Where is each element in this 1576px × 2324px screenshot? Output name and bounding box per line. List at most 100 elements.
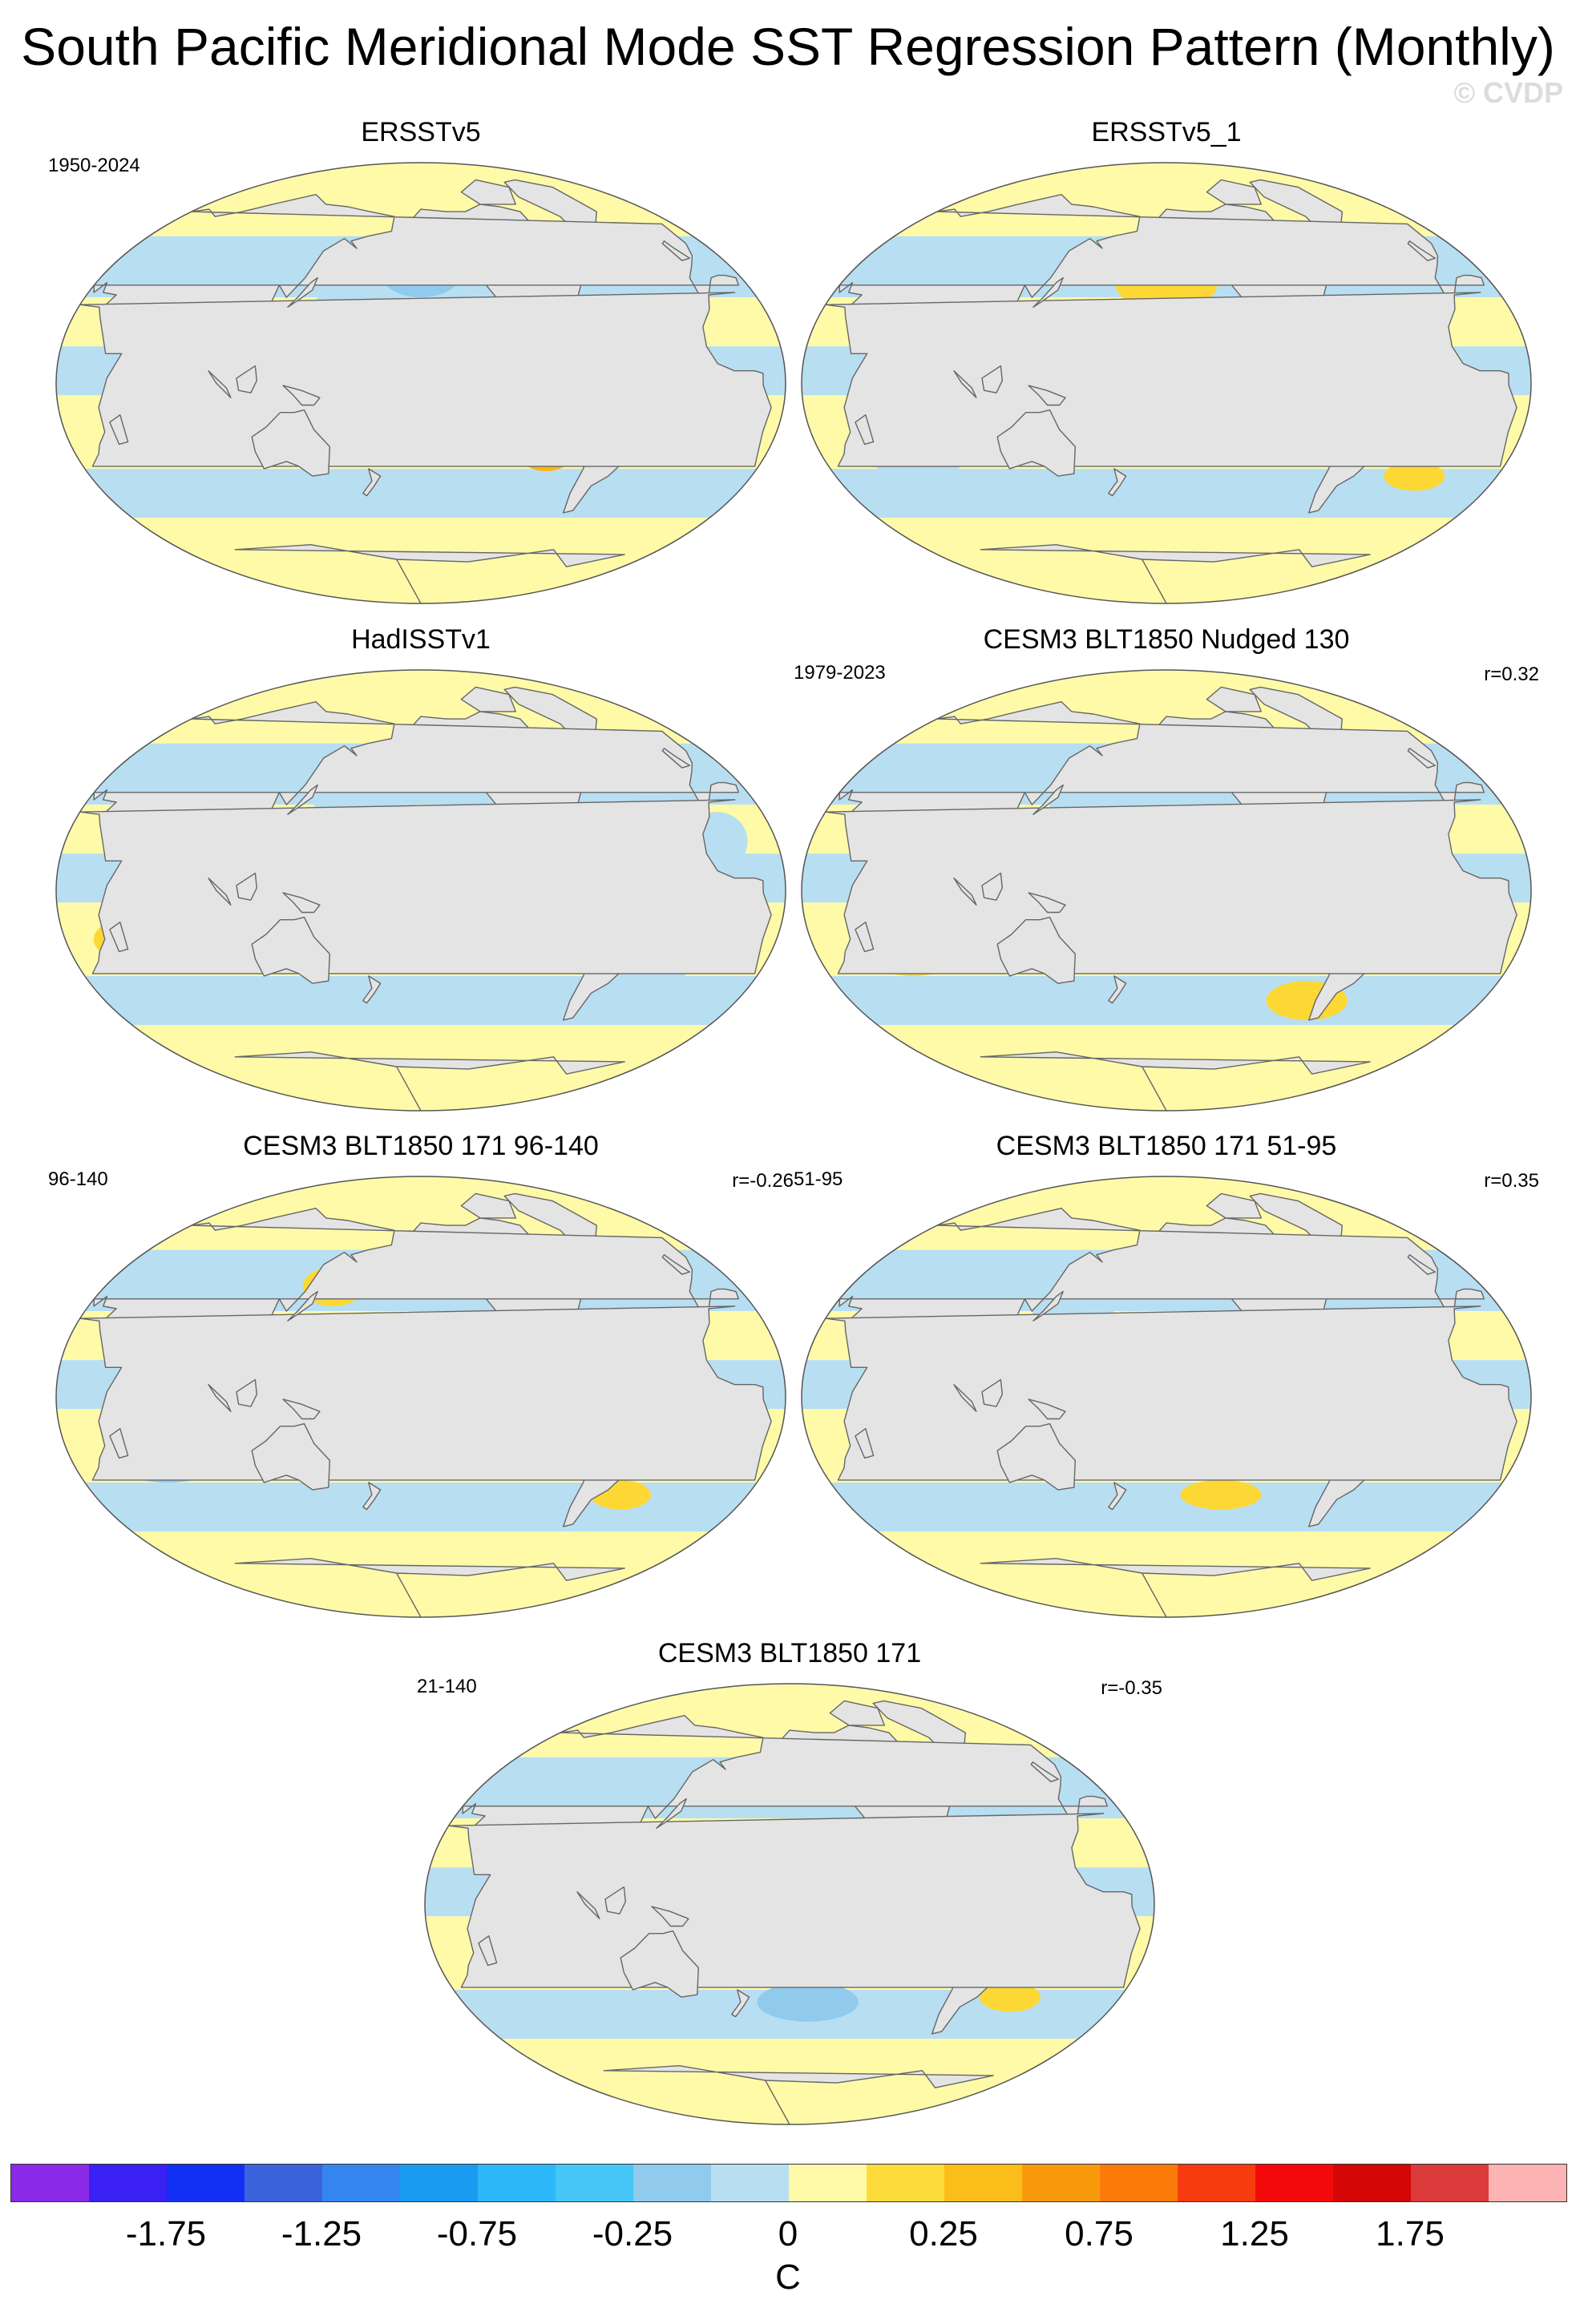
panel-title: HadISSTv1	[351, 624, 491, 655]
land-sumatra	[208, 1384, 232, 1412]
sst-map	[55, 669, 786, 1112]
map-panel-cesm3-nudged-130: CESM3 BLT1850 Nudged 130 1979-2023 r=0.3…	[794, 623, 1539, 1120]
land-new-zealand	[1108, 975, 1127, 1004]
colorbar-swatch	[1333, 2165, 1411, 2201]
land-uk	[661, 1254, 690, 1275]
sst-map	[801, 1176, 1532, 1618]
land-arctic-islands	[460, 179, 516, 205]
land-antarctica	[980, 544, 1371, 603]
sst-map	[55, 1176, 786, 1618]
map-border	[424, 1683, 1155, 2125]
land-new-guinea	[1028, 1398, 1066, 1420]
panel-title: ERSSTv5_1	[1091, 117, 1242, 147]
sst-map	[424, 1683, 1155, 2125]
land-new-guinea	[282, 1398, 321, 1420]
sst-map	[801, 162, 1532, 604]
land-borneo	[981, 872, 1003, 901]
land-antarctica	[234, 1558, 625, 1617]
map-panel-cesm3-171-96-140: CESM3 BLT1850 171 96-140 96-140 r=-0.26	[48, 1130, 794, 1627]
land-new-guinea	[651, 1906, 689, 1927]
land-borneo	[236, 1378, 257, 1407]
colorbar-swatch	[11, 2165, 89, 2201]
sst-anomaly-patch	[980, 1982, 1041, 2012]
colorbar-tick-label: -1.75	[125, 2214, 207, 2253]
land-japan	[1032, 784, 1064, 815]
land-africa	[825, 1305, 1517, 1481]
land-africa	[79, 292, 772, 467]
colorbar-tick-label: 1.75	[1376, 2214, 1445, 2253]
land-antarctica	[234, 544, 625, 603]
colorbar-tick-label: -0.75	[436, 2214, 518, 2253]
map-border	[55, 669, 786, 1112]
land-africa	[448, 1813, 1141, 1988]
land-sumatra	[953, 878, 977, 906]
land-australia	[251, 1422, 330, 1491]
land-uk	[1407, 1254, 1436, 1275]
panel-correlation-label: r=0.35	[1484, 1170, 1539, 1192]
land-australia	[251, 409, 330, 477]
panel-title: CESM3 BLT1850 171 51-95	[996, 1131, 1337, 1161]
land-japan	[656, 1797, 687, 1829]
panel-period-label: 21-140	[417, 1676, 477, 1697]
colorbar-swatch	[1178, 2165, 1255, 2201]
panel-title: CESM3 BLT1850 171	[657, 1638, 922, 1668]
colorbar-swatch	[789, 2165, 867, 2201]
land-japan	[287, 1290, 318, 1321]
colorbar-swatch	[1489, 2165, 1566, 2201]
colorbar-swatch	[400, 2165, 478, 2201]
map-panel-cesm3-171-51-95: CESM3 BLT1850 171 51-95 51-95 r=0.35	[794, 1130, 1539, 1627]
colorbar-swatch	[867, 2165, 944, 2201]
colorbar-swatch	[711, 2165, 789, 2201]
map-panel-erss-tv5: ERSSTv5 1950-2024	[48, 116, 794, 613]
land-new-zealand	[731, 1989, 750, 2018]
panel-correlation-label: r=0.32	[1484, 664, 1539, 685]
sst-map	[55, 162, 786, 604]
land-borneo	[981, 1378, 1003, 1407]
sst-anomaly-patch	[1384, 461, 1445, 491]
colorbar-swatch	[167, 2165, 244, 2201]
land-madagascar	[109, 414, 129, 446]
land-madagascar	[109, 922, 129, 953]
land-new-zealand	[362, 1482, 382, 1511]
land-antarctica	[603, 2065, 994, 2124]
panel-period-label: 51-95	[794, 1168, 843, 1190]
map-panel-hadisstv1: HadISSTv1	[48, 623, 794, 1120]
colorbar-swatch	[1411, 2165, 1489, 2201]
land-antarctica	[980, 1051, 1371, 1111]
land-madagascar	[855, 1428, 875, 1459]
land-uk	[1407, 748, 1436, 769]
colorbar-swatch	[478, 2165, 556, 2201]
land-borneo	[981, 365, 1003, 393]
land-borneo	[236, 872, 257, 901]
colorbar-tick-label: -1.25	[281, 2214, 362, 2253]
land-africa	[825, 799, 1517, 974]
land-australia	[996, 409, 1076, 477]
land-new-zealand	[1108, 468, 1127, 497]
land-new-zealand	[362, 468, 382, 497]
colorbar-swatch	[944, 2165, 1022, 2201]
panel-correlation-label: r=-0.26	[732, 1170, 794, 1192]
sst-map	[801, 669, 1532, 1112]
sst-anomaly-patch	[1180, 1479, 1262, 1510]
land-antarctica	[980, 1558, 1371, 1617]
land-uk	[661, 240, 690, 261]
land-borneo	[604, 1886, 626, 1914]
land-australia	[620, 1930, 699, 1998]
colorbar-swatch	[556, 2165, 633, 2201]
land-sumatra	[208, 878, 232, 906]
land-japan	[1032, 1290, 1064, 1321]
land-uk	[661, 748, 690, 769]
colorbar	[10, 2164, 1567, 2202]
colorbar-swatch	[89, 2165, 167, 2201]
land-arctic-islands	[460, 1192, 516, 1219]
map-border	[55, 162, 786, 604]
land-arctic-islands	[1206, 1192, 1262, 1219]
land-sumatra	[208, 370, 232, 398]
land-africa	[79, 799, 772, 974]
colorbar-swatch	[244, 2165, 322, 2201]
map-border	[801, 162, 1532, 604]
land-japan	[1032, 276, 1064, 308]
cvdp-watermark: © CVDP	[1453, 76, 1563, 109]
land-arctic-islands	[1206, 686, 1262, 712]
land-new-guinea	[282, 892, 321, 914]
